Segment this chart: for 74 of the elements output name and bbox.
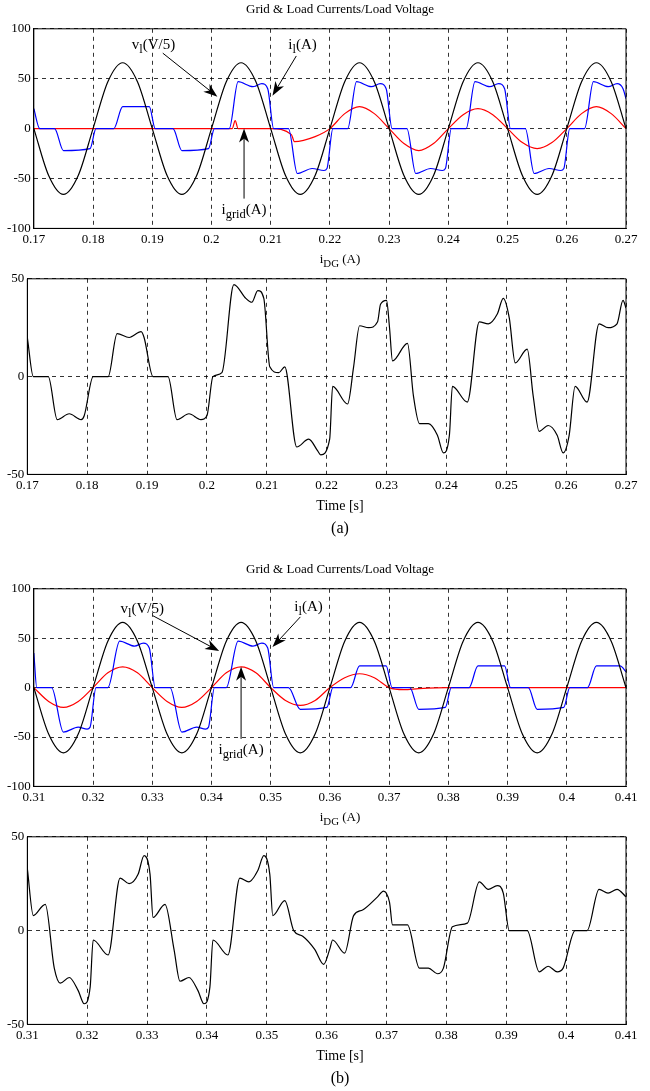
- y-tick-label: 100: [11, 580, 31, 596]
- y-tick-label: 50: [17, 629, 31, 645]
- x-tick-label: 0.34: [195, 1026, 219, 1042]
- x-tick-label: 0.4: [558, 788, 576, 804]
- y-tick-label: -100: [6, 777, 31, 793]
- y-tick-label: -50: [13, 169, 31, 185]
- x-tick-label: 0.33: [140, 788, 164, 804]
- x-axis-title: Time [s]: [315, 497, 365, 515]
- x-tick-label: 0.18: [81, 230, 105, 246]
- y-tick-label: 50: [17, 70, 31, 86]
- line-series: [33, 81, 626, 175]
- y-tick-label: 0: [24, 679, 31, 695]
- x-tick-label: 0.37: [375, 1026, 399, 1042]
- x-tick-label: 0.26: [555, 230, 579, 246]
- x-tick-label: 0.24: [436, 230, 461, 246]
- x-tick-label: 0.19: [135, 476, 159, 492]
- line-series: [33, 666, 626, 708]
- annotation: i$_{l}$(A): [294, 597, 323, 619]
- y-tick-label: 0: [24, 120, 31, 136]
- x-tick-label: 0.36: [315, 1026, 339, 1042]
- y-tick-label: 50: [11, 828, 25, 844]
- x-tick-label: 0.38: [435, 1026, 458, 1042]
- x-tick-label: 0.37: [377, 788, 402, 804]
- text: (a): [330, 518, 350, 539]
- y-tick-label: -100: [6, 219, 31, 235]
- x-tick-label: 0.2: [198, 476, 216, 492]
- x-tick-label: 0.23: [375, 476, 398, 492]
- chart-title: Grid & Load Currents/Load Voltage: [245, 0, 435, 18]
- x-tick-label: 0.21: [259, 230, 283, 246]
- x-axis-title: Time [s]: [315, 1047, 365, 1065]
- x-tick-label: 0.36: [318, 788, 342, 804]
- x-tick-label: 0.25: [496, 230, 519, 246]
- x-tick-label: 0.4: [558, 1026, 575, 1042]
- x-tick-label: 0.32: [75, 1026, 99, 1042]
- x-tick-label: 0.41: [614, 788, 638, 804]
- y-tick-label: -50: [6, 465, 25, 481]
- x-tick-label: 0.24: [435, 476, 459, 492]
- y-tick-label: 50: [11, 270, 25, 286]
- y-tick-label: 100: [11, 20, 31, 36]
- x-tick-label: 0.32: [81, 788, 105, 804]
- x-tick-label: 0.27: [614, 476, 638, 492]
- x-tick-label: 0.41: [614, 1026, 638, 1042]
- line-series: [33, 640, 626, 733]
- x-tick-label: 0.19: [140, 230, 164, 246]
- x-tick-label: 0.27: [614, 230, 638, 246]
- x-tick-label: 0.22: [318, 230, 342, 246]
- annotation: i$_{l}$(A): [288, 35, 317, 57]
- text: (b): [329, 1068, 351, 1089]
- x-tick-label: 0.39: [494, 1026, 518, 1042]
- x-tick-label: 0.22: [315, 476, 339, 492]
- y-tick-label: 0: [17, 922, 25, 938]
- x-tick-label: 0.34: [200, 788, 224, 804]
- x-tick-label: 0.21: [255, 476, 279, 492]
- chart-title: i$_{DG}$ (A): [318, 250, 362, 269]
- x-tick-label: 0.39: [496, 788, 519, 804]
- annotation: v$_{l}$(V/5): [131, 35, 176, 57]
- y-tick-label: 0: [17, 368, 25, 384]
- chart-title: Grid & Load Currents/Load Voltage: [245, 560, 435, 578]
- y-tick-label: -50: [6, 1015, 25, 1031]
- x-tick-label: 0.18: [75, 476, 99, 492]
- x-tick-label: 0.35: [255, 1026, 279, 1042]
- line-series: [33, 106, 626, 152]
- x-tick-label: 0.35: [259, 788, 283, 804]
- chart-title: i$_{DG}$ (A): [318, 808, 362, 827]
- annotation: i$_{grid}$(A): [221, 200, 267, 222]
- x-tick-label: 0.23: [377, 230, 401, 246]
- x-tick-label: 0.33: [135, 1026, 159, 1042]
- x-tick-label: 0.38: [436, 788, 460, 804]
- x-tick-label: 0.2: [203, 230, 220, 246]
- annotation: v$_{l}$(V/5): [120, 599, 164, 621]
- x-tick-label: 0.26: [554, 476, 579, 492]
- annotation: i$_{grid}$(A): [218, 740, 264, 762]
- x-tick-label: 0.25: [494, 476, 518, 492]
- y-tick-label: -50: [13, 728, 31, 744]
